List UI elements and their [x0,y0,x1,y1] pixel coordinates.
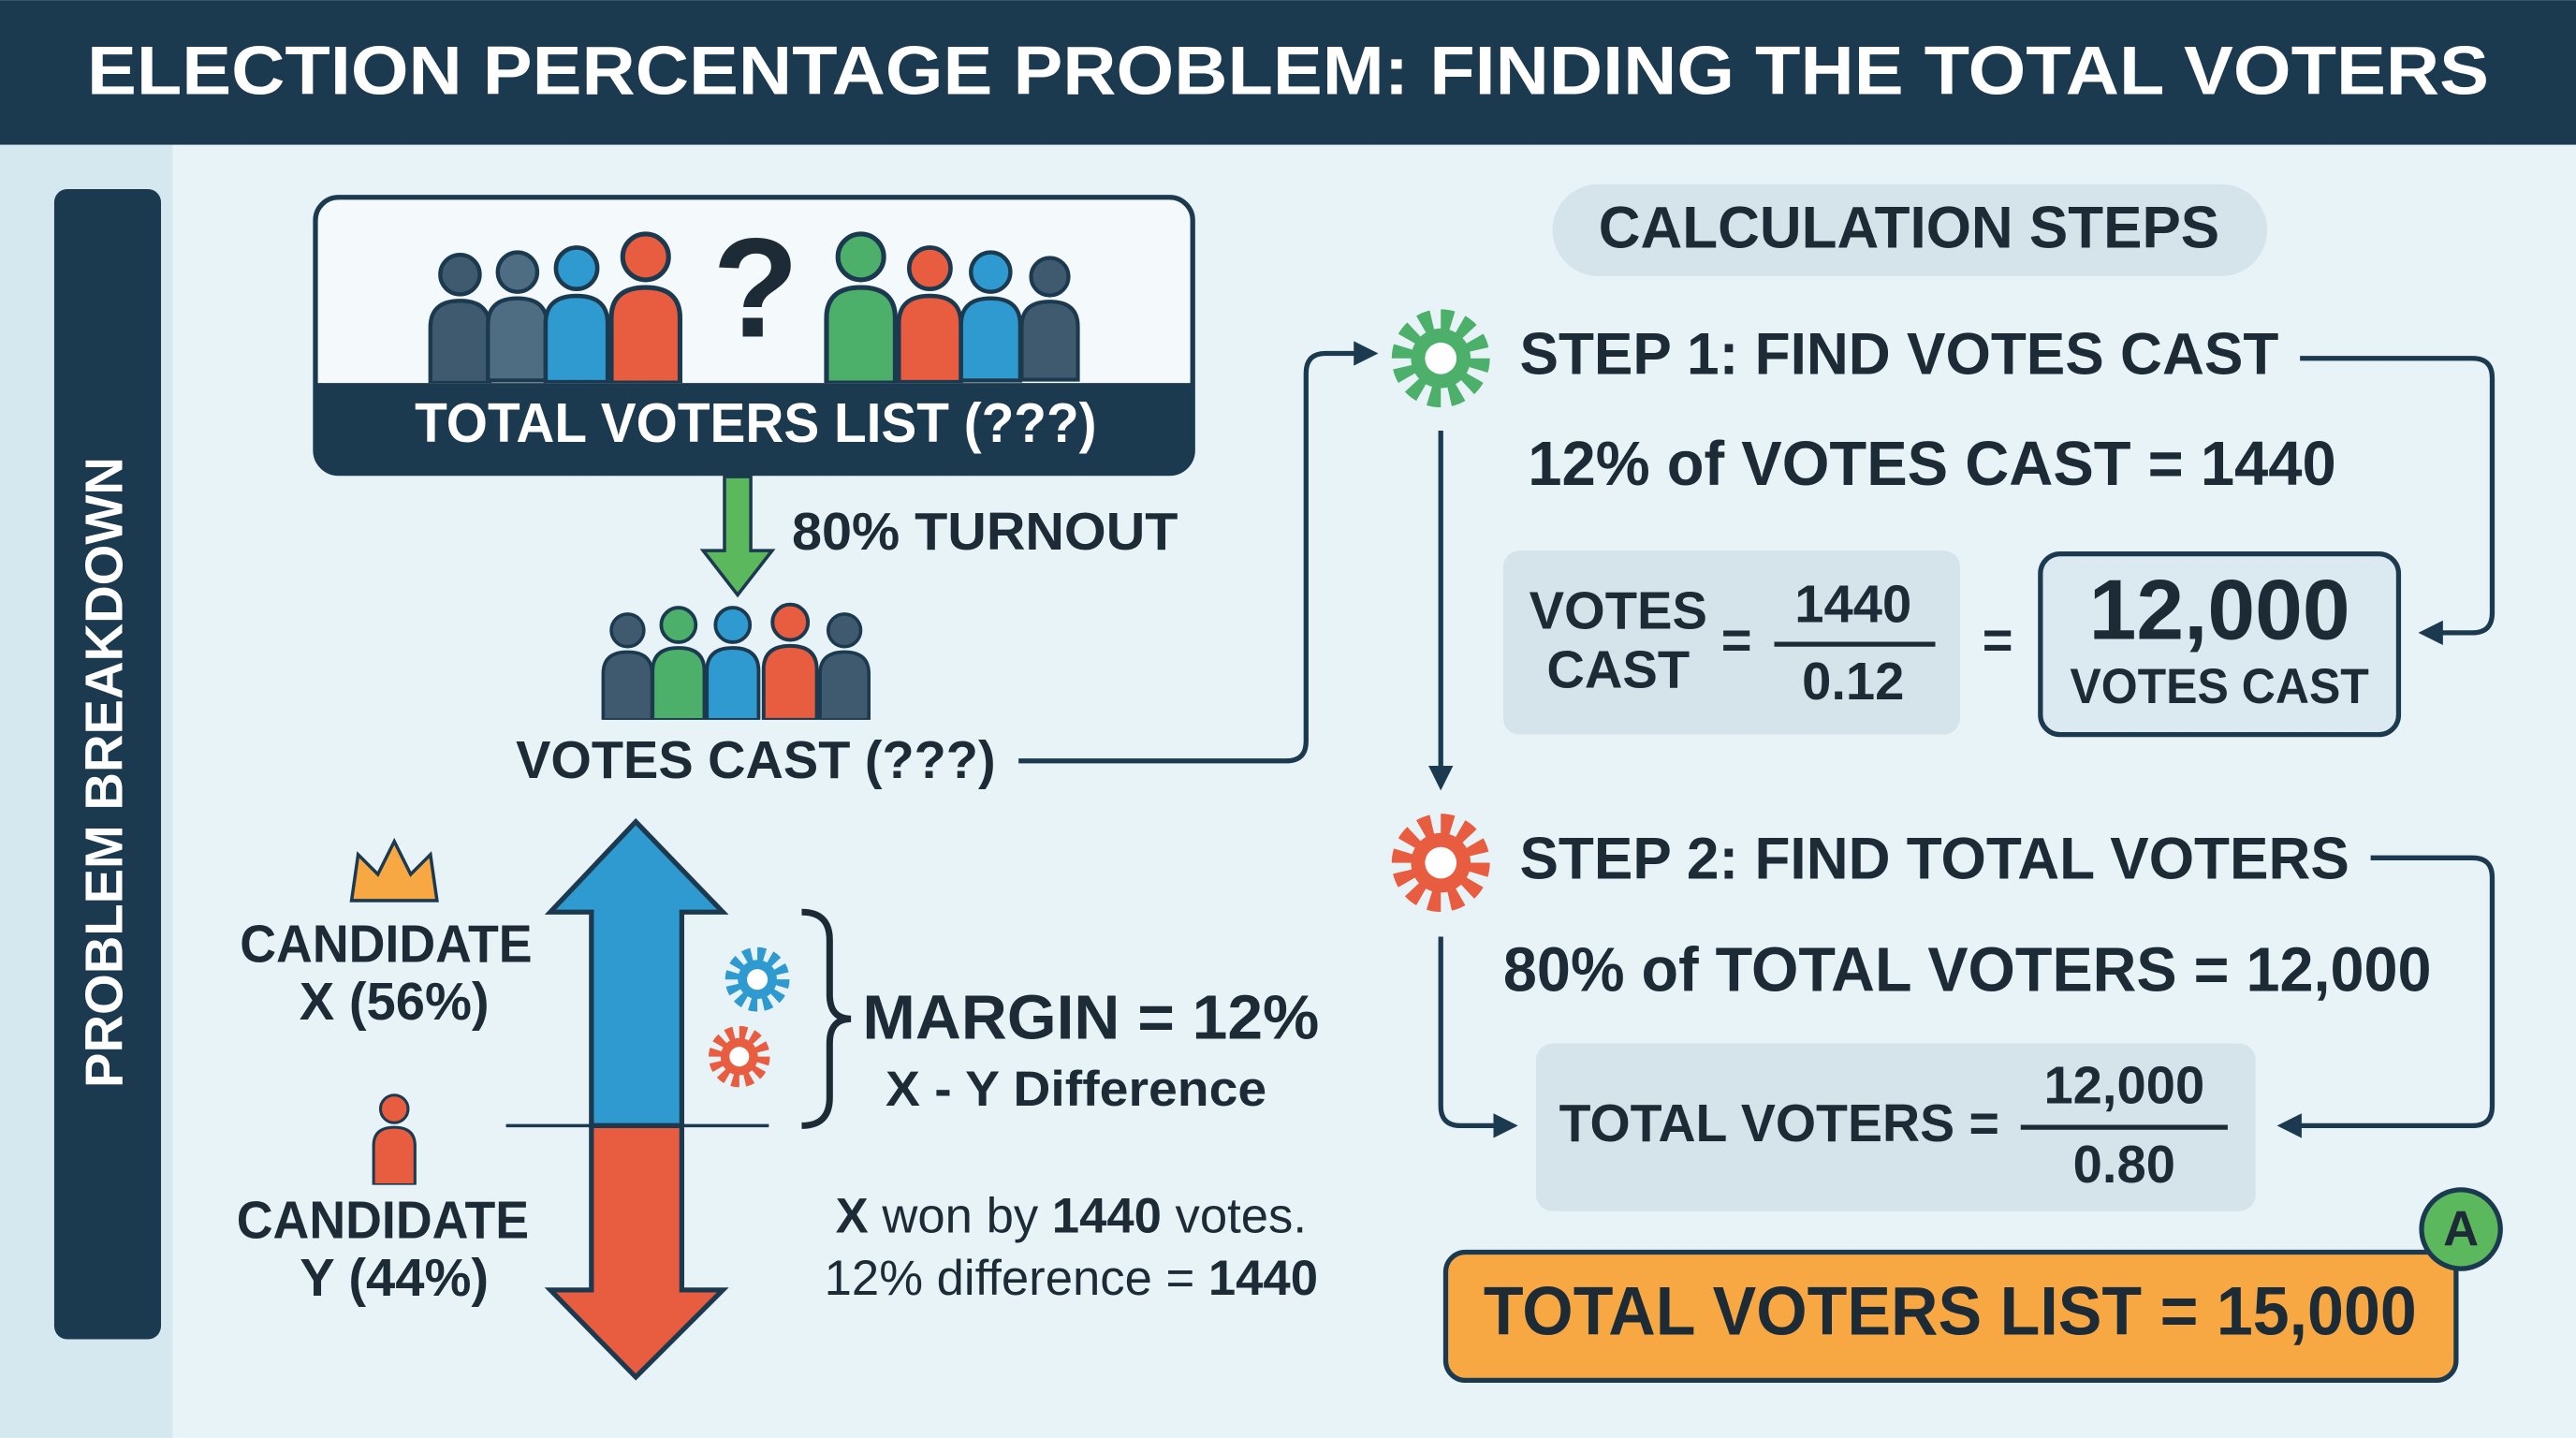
equals: = [1983,610,2013,669]
crown-icon [349,837,439,902]
candidate-y: CANDIDATE [237,1191,529,1250]
sidebar [53,188,161,1340]
note-line: 12% difference = 1440 [825,1251,1318,1306]
question-icon: ? [712,208,798,366]
votes-cast-label: VOTES CAST (???) [516,730,995,789]
step2-lhs: TOTAL VOTERS = [1559,1093,1999,1152]
note-line: X won by 1440 votes. [836,1188,1307,1243]
result-box [2038,550,2402,738]
result-label: VOTES CAST [2070,659,2368,714]
gear-icon [732,954,783,1005]
candidate-x: CANDIDATE [240,915,532,974]
step1-equation-box [1502,550,1960,735]
flow-connector [1018,341,1379,764]
gear-icon [1402,824,1479,901]
denominator: 0.12 [1802,652,1904,711]
person-icon [373,1095,415,1185]
turnout-label: 80% TURNOUT [792,502,1178,561]
step2-statement: 80% of TOTAL VOTERS = 12,000 [1503,936,2432,1005]
people-voted [601,605,871,720]
gear-icon [715,1033,763,1080]
step1-title: STEP 1: FIND VOTES CAST [1519,321,2278,387]
connector [2276,855,2496,1138]
down-arrow [544,1123,729,1381]
denominator: 0.80 [2073,1135,2175,1194]
candidate-x-share: X (56%) [300,972,490,1031]
connector [1438,936,1518,1138]
sidebar-label: PROBLEM BREAKDOWN [75,457,134,1088]
note-part: 1440 [1208,1251,1318,1306]
answer-box [1442,1249,2459,1384]
note-part: 12% difference = [825,1251,1208,1306]
answer-text: TOTAL VOTERS LIST = 15,000 [1484,1271,2417,1349]
up-arrow [544,817,729,1129]
step2-title: STEP 2: FIND TOTAL VOTERS [1519,826,2349,891]
steps-heading: CALCULATION STEPS [1599,195,2219,260]
note-part: X [836,1188,869,1243]
note-part: votes. [1162,1188,1307,1243]
voters-band [316,383,1192,472]
gear-icon [1402,320,1479,397]
header-bar [0,0,2576,145]
margin-subtitle: X - Y Difference [886,1062,1266,1117]
steps-pill [1552,183,2268,276]
voters-label: TOTAL VOTERS LIST (???) [415,391,1096,454]
turnout-arrow [699,475,776,598]
connector [2300,356,2496,646]
brace [801,908,852,1129]
equals: = [1721,610,1752,669]
result-value: 12,000 [2089,562,2350,657]
numerator: 12,000 [2043,1056,2204,1115]
note-part: won by [869,1188,1052,1243]
candidate-y-share: Y (44%) [300,1248,489,1307]
step1-lhs: VOTES [1530,580,1707,639]
answer-badge [2419,1187,2503,1271]
step1-lhs: CAST [1546,640,1690,699]
title: ELECTION PERCENTAGE PROBLEM: FINDING THE… [87,31,2489,109]
step2-equation-box [1536,1043,2256,1211]
answer-badge-label: A [2443,1201,2479,1256]
margin-title: MARGIN = 12% [862,983,1319,1052]
numerator: 1440 [1794,574,1911,633]
step1-statement: 12% of VOTES CAST = 1440 [1528,430,2336,499]
note-part: 1440 [1052,1188,1162,1243]
